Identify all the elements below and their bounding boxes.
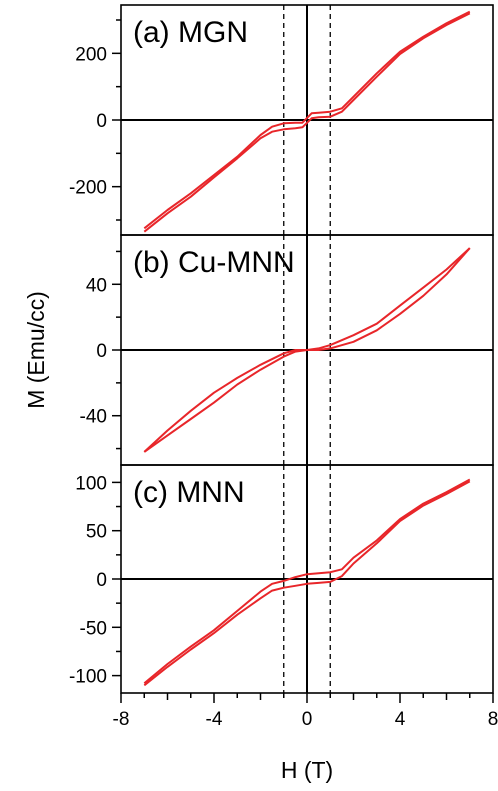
x-tick-label: 0 xyxy=(302,709,313,730)
x-tick-label: 4 xyxy=(395,709,406,730)
y-tick-label: 50 xyxy=(86,522,107,543)
panel-label: (b) Cu-MNN xyxy=(133,246,295,279)
curve-branch-1 xyxy=(143,12,471,233)
panel-label: (c) MNN xyxy=(133,476,245,509)
y-tick-label: 0 xyxy=(96,111,107,132)
y-tick-label: 200 xyxy=(75,44,107,65)
x-tick-label: -8 xyxy=(113,709,130,730)
panel-0: -200 0 200 (a) MGN xyxy=(69,4,494,236)
x-tick-label: -4 xyxy=(206,709,223,730)
panel-1: -40 0 40 (b) Cu-MNN xyxy=(80,234,494,466)
curve-branch-1 xyxy=(143,247,471,453)
y-tick-label: -40 xyxy=(80,407,107,428)
panel-2: -100 -50 0 50 100 (c) MNN xyxy=(69,464,494,694)
y-tick-label: 40 xyxy=(86,275,107,296)
curve-branch-0 xyxy=(143,478,471,685)
x-axis-title: H (T) xyxy=(281,757,333,783)
curve-branch-0 xyxy=(143,10,471,230)
y-tick-label: 0 xyxy=(96,570,107,591)
curve-branch-1 xyxy=(143,480,471,687)
y-tick-label: -100 xyxy=(69,667,107,688)
y-tick-label: -50 xyxy=(80,618,107,639)
panel-label: (a) MGN xyxy=(133,16,248,49)
y-tick-label: 0 xyxy=(96,341,107,362)
y-axis-title: M (Emu/cc) xyxy=(23,291,49,409)
y-tick-label: -200 xyxy=(69,178,107,199)
chart-panels: -200 0 200 (a) MGN -40 0 40 (b) Cu-MNN -100 -50 0 5… xyxy=(69,4,494,694)
y-tick-label: 100 xyxy=(75,473,107,494)
x-tick-label: 8 xyxy=(488,709,498,730)
x-axis: -8 -4 0 4 8 xyxy=(113,693,498,730)
